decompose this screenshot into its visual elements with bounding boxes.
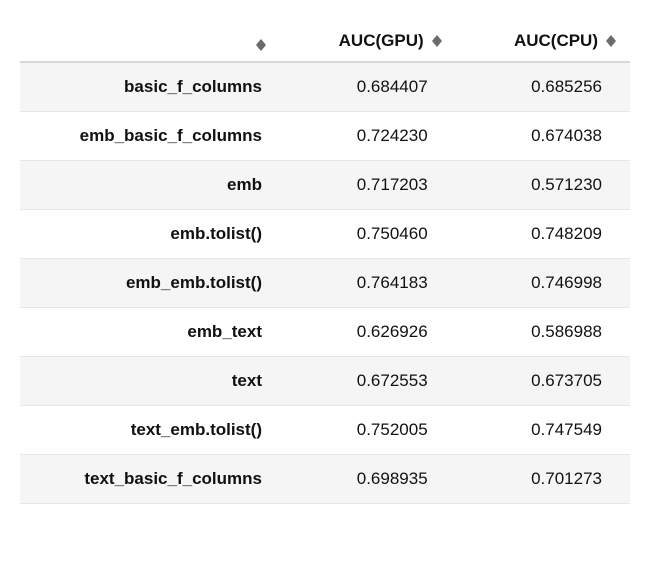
- col-header-auc-gpu-label: AUC(GPU): [339, 31, 424, 51]
- results-table: AUC(GPU) AUC(CPU) basic_f_columns0.6: [20, 20, 630, 504]
- cell-auc-gpu: 0.752005: [280, 406, 456, 455]
- table-row: basic_f_columns0.6844070.685256: [20, 62, 630, 112]
- cell-auc-cpu: 0.674038: [456, 112, 630, 161]
- table-row: emb_text0.6269260.586988: [20, 308, 630, 357]
- row-header: text: [20, 357, 280, 406]
- cell-auc-gpu: 0.764183: [280, 259, 456, 308]
- cell-auc-cpu: 0.746998: [456, 259, 630, 308]
- row-header: basic_f_columns: [20, 62, 280, 112]
- cell-auc-cpu: 0.685256: [456, 62, 630, 112]
- cell-auc-gpu: 0.698935: [280, 455, 456, 504]
- cell-auc-cpu: 0.701273: [456, 455, 630, 504]
- cell-auc-gpu: 0.724230: [280, 112, 456, 161]
- col-header-index[interactable]: [20, 20, 280, 62]
- row-header: emb_emb.tolist(): [20, 259, 280, 308]
- sort-icon: [432, 35, 442, 47]
- col-header-auc-cpu[interactable]: AUC(CPU): [456, 20, 630, 62]
- table-header-row: AUC(GPU) AUC(CPU): [20, 20, 630, 62]
- sort-icon: [606, 35, 616, 47]
- cell-auc-gpu: 0.684407: [280, 62, 456, 112]
- cell-auc-cpu: 0.748209: [456, 210, 630, 259]
- sort-icon: [256, 39, 266, 51]
- row-header: text_basic_f_columns: [20, 455, 280, 504]
- row-header: emb.tolist(): [20, 210, 280, 259]
- table-row: emb.tolist()0.7504600.748209: [20, 210, 630, 259]
- row-header: text_emb.tolist(): [20, 406, 280, 455]
- cell-auc-gpu: 0.750460: [280, 210, 456, 259]
- row-header: emb_basic_f_columns: [20, 112, 280, 161]
- table-body: basic_f_columns0.6844070.685256emb_basic…: [20, 62, 630, 504]
- table-row: text_basic_f_columns0.6989350.701273: [20, 455, 630, 504]
- table-row: text0.6725530.673705: [20, 357, 630, 406]
- row-header: emb_text: [20, 308, 280, 357]
- table-row: text_emb.tolist()0.7520050.747549: [20, 406, 630, 455]
- row-header: emb: [20, 161, 280, 210]
- cell-auc-cpu: 0.586988: [456, 308, 630, 357]
- cell-auc-cpu: 0.571230: [456, 161, 630, 210]
- table-row: emb0.7172030.571230: [20, 161, 630, 210]
- cell-auc-cpu: 0.673705: [456, 357, 630, 406]
- col-header-auc-gpu[interactable]: AUC(GPU): [280, 20, 456, 62]
- table-row: emb_basic_f_columns0.7242300.674038: [20, 112, 630, 161]
- cell-auc-cpu: 0.747549: [456, 406, 630, 455]
- cell-auc-gpu: 0.717203: [280, 161, 456, 210]
- cell-auc-gpu: 0.626926: [280, 308, 456, 357]
- table-row: emb_emb.tolist()0.7641830.746998: [20, 259, 630, 308]
- col-header-auc-cpu-label: AUC(CPU): [514, 31, 598, 51]
- cell-auc-gpu: 0.672553: [280, 357, 456, 406]
